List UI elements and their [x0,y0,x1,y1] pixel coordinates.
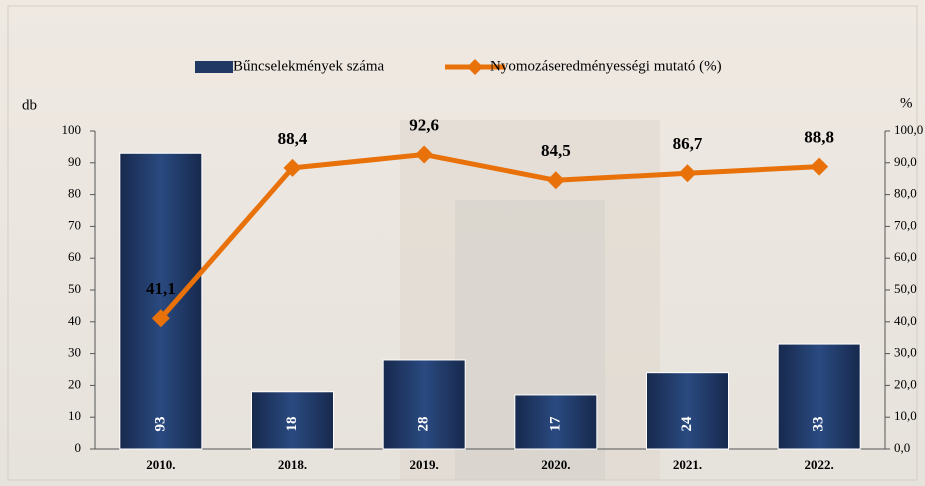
bar-value-label: 93 [152,417,168,432]
y-axis-label: db [22,97,37,113]
line-value-label: 86,7 [673,134,703,153]
y-tick-label: 70 [68,217,81,232]
bar-value-label: 17 [547,416,563,432]
y-tick-label: 30 [68,345,81,360]
y-tick-label: 90 [68,154,81,169]
chart: db % 0 10 20 30 40 50 60 70 80 90 100 0,0 10,0 20,0 30… [0,0,925,486]
bar [778,344,860,449]
line-value-label: 41,1 [146,279,176,298]
y2-tick-label: 40,0 [894,313,917,328]
x-tick-label: 2021. [673,457,702,472]
legend-swatch [195,61,233,73]
y-tick-label: 0 [75,440,82,455]
bar-value-label: 33 [811,417,827,432]
y2-tick-label: 100,0 [894,122,923,137]
bar [383,360,465,449]
y2-tick-label: 80,0 [894,186,917,201]
y2-tick-label: 90,0 [894,154,917,169]
y-tick-label: 80 [68,186,81,201]
y2-tick-label: 0,0 [894,440,910,455]
bar-value-label: 28 [416,417,432,432]
y2-tick-label: 20,0 [894,376,917,391]
bar-value-label: 24 [679,416,695,432]
y2-tick-label: 60,0 [894,249,917,264]
y2-axis-label: % [900,95,913,111]
y-tick-label: 100 [62,122,82,137]
y-tick-label: 60 [68,249,81,264]
y-tick-label: 20 [68,376,81,391]
bar [120,153,202,449]
y-tick-label: 40 [68,313,81,328]
x-tick-label: 2020. [541,457,570,472]
y2-tick-label: 30,0 [894,345,917,360]
legend-label: Bűncselekmények száma [233,58,385,74]
line-value-label: 88,8 [804,128,834,147]
x-tick-label: 2018. [278,457,307,472]
x-tick-label: 2022. [805,457,834,472]
x-tick-label: 2010. [146,457,175,472]
y-tick-label: 10 [68,408,81,423]
x-tick-label: 2019. [410,457,439,472]
bar-value-label: 18 [284,417,300,432]
y-tick-label: 50 [68,281,81,296]
page: db % 0 10 20 30 40 50 60 70 80 90 100 0,0 10,0 20,0 30… [0,0,925,486]
y2-tick-label: 50,0 [894,281,917,296]
y2-tick-label: 70,0 [894,217,917,232]
line-value-label: 84,5 [541,141,571,160]
bar [647,373,729,449]
line-value-label: 88,4 [278,129,308,148]
line-value-label: 92,6 [409,115,439,134]
legend-label: Nyomozáseredményességi mutató (%) [490,58,722,74]
y2-tick-label: 10,0 [894,408,917,423]
